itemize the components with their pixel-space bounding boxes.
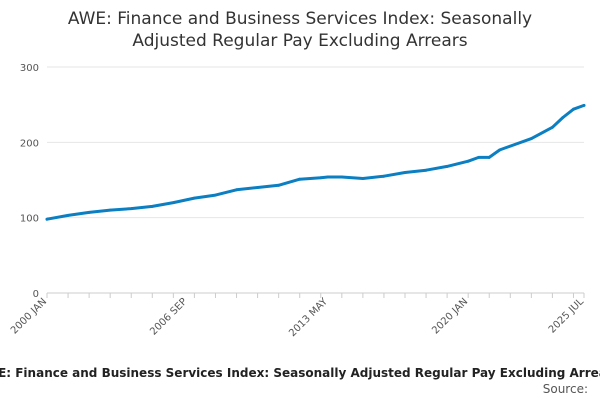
data-point [551,125,554,129]
data-point [298,177,302,181]
chart-title-line-1: AWE: Finance and Business Services Index… [68,9,532,29]
x-tick-label: 2006 SEP [148,296,189,337]
x-tick-label: 2020 JAN [430,296,470,336]
data-point [382,174,386,178]
data-point [214,193,217,197]
data-point [129,207,133,211]
data-point [466,159,470,163]
data-point [445,165,449,168]
data-point [361,177,365,180]
data-point [172,201,175,205]
data-point [487,156,491,159]
data-point [561,116,565,119]
data-point [150,205,154,208]
data-point [235,188,238,192]
data-point [186,198,189,202]
grid [47,66,584,219]
data-point [326,175,330,179]
y-tick-label: 0 [33,289,39,300]
data-point [256,186,259,189]
data-point [277,183,280,187]
x-tick-label: 2000 JAN [9,296,49,336]
data-point [45,217,49,221]
x-tick-label: 2013 MAY [287,296,330,339]
data-point [424,168,428,172]
data-point [193,196,196,200]
legend-label: AWE: Finance and Business Services Index… [0,366,600,380]
source-label: Source: [543,382,588,396]
series-line [45,103,586,221]
y-tick-label: 300 [20,63,39,74]
data-point [108,208,112,212]
y-tick-label: 200 [20,138,39,149]
data-point [508,144,512,148]
data-point [530,137,533,141]
data-point [340,175,344,179]
data-point [403,171,407,174]
data-point [319,176,323,180]
data-point [498,148,502,152]
axes: 0 100 200 300 2000 JAN 2006 SEP 2013 MAY 2020 J… [9,63,586,339]
series [45,103,586,221]
data-point [87,211,91,214]
data-point [477,156,481,159]
chart-title-line-2: Adjusted Regular Pay Excluding Arrears [132,31,467,51]
data-point [66,214,70,217]
data-point [582,104,586,107]
x-tick-label: 2025 JUL [547,296,587,336]
y-tick-label: 100 [20,214,39,225]
data-point [572,107,575,111]
